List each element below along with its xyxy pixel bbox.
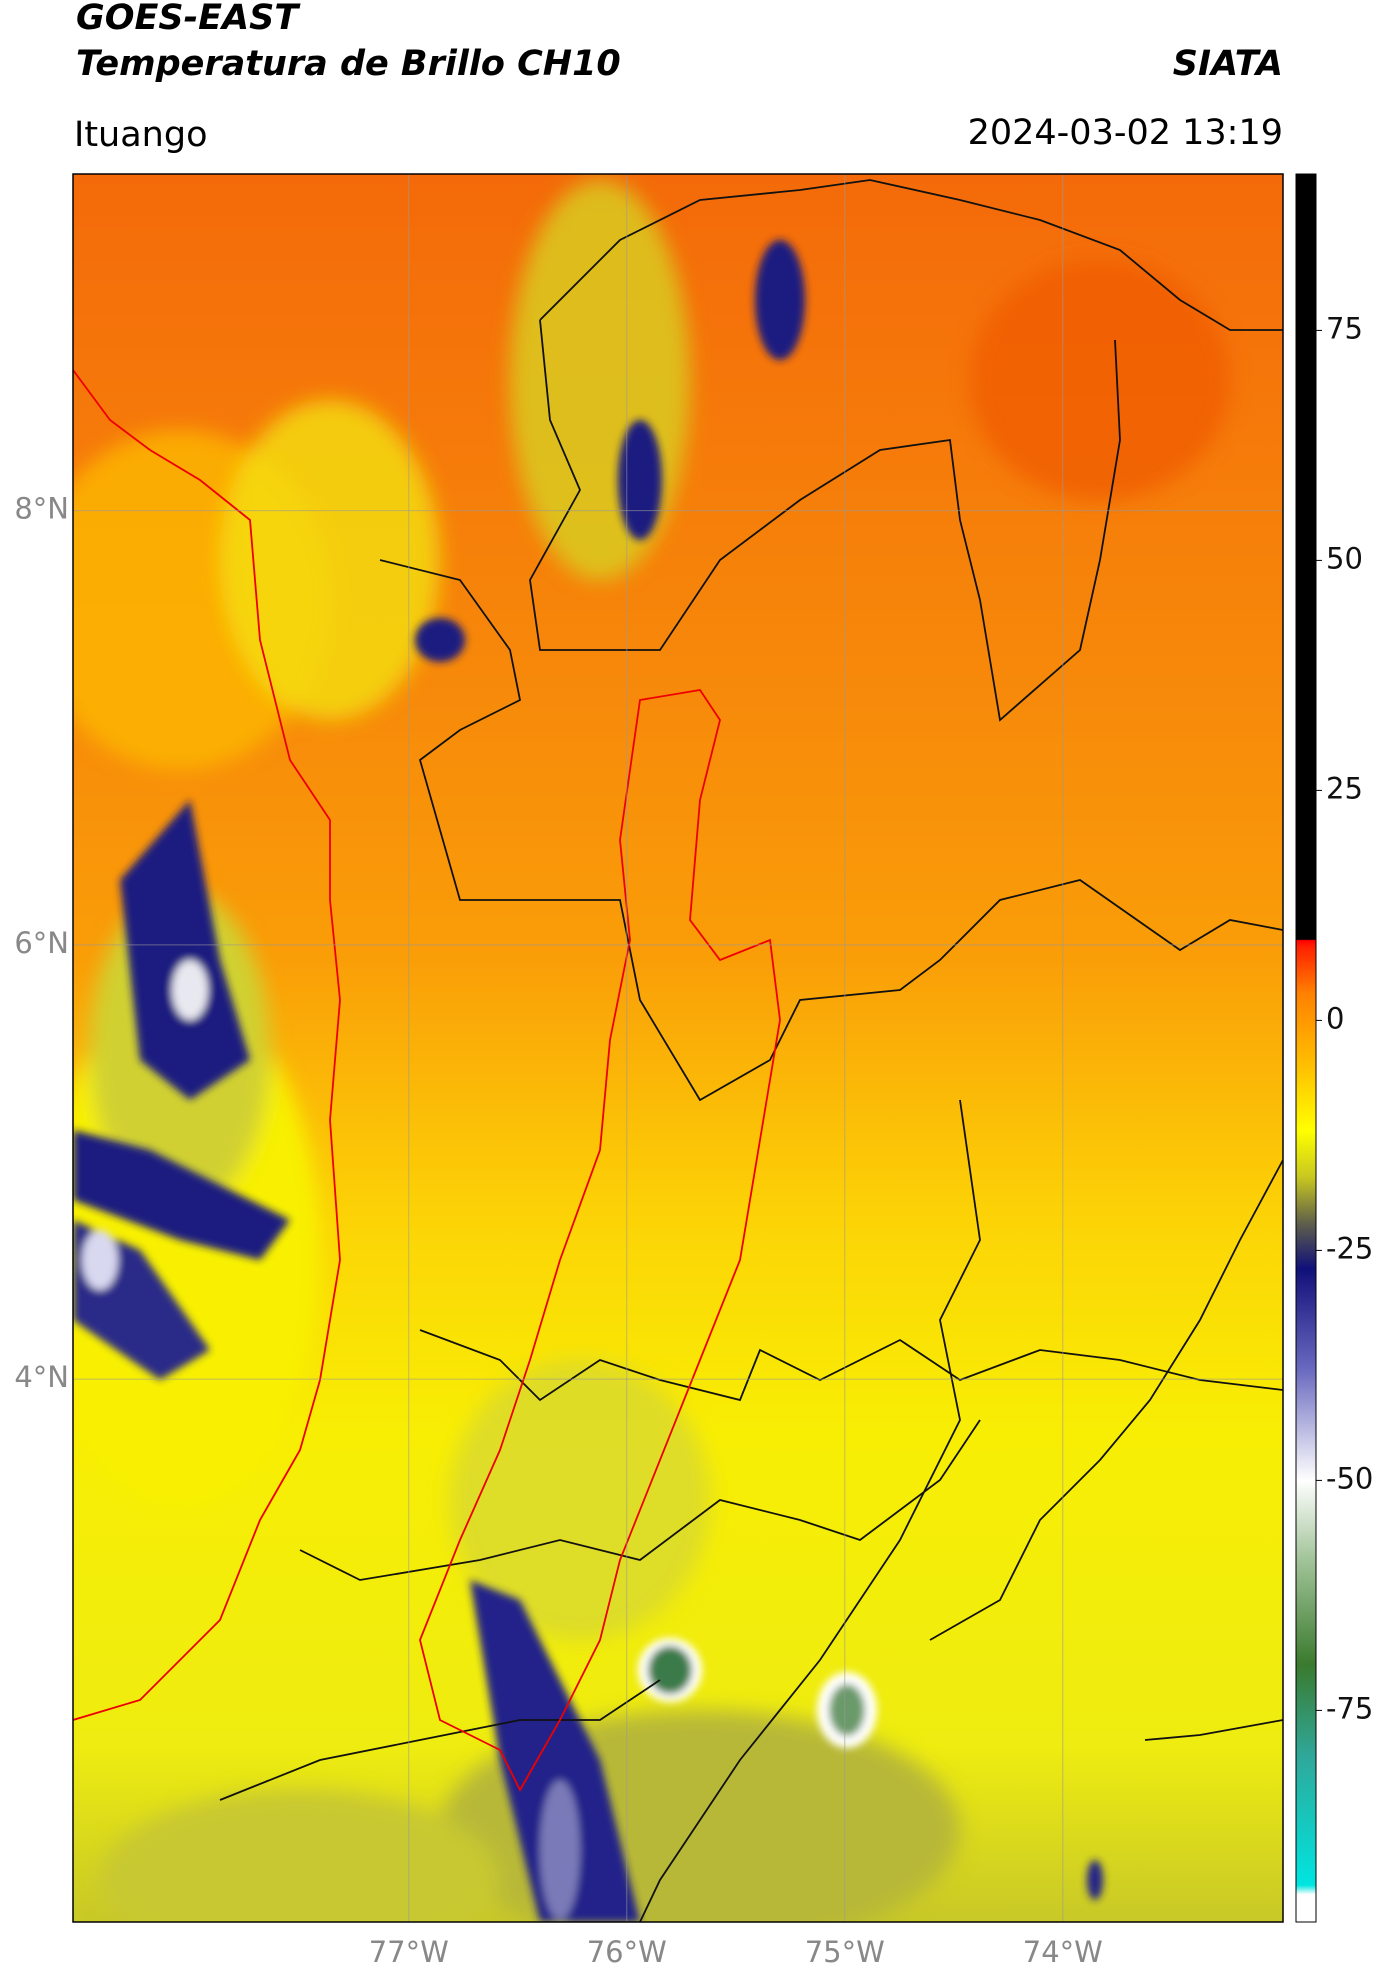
lat-tick-label: 4°N (14, 1360, 69, 1394)
title: GOES-EAST (76, 0, 301, 38)
lon-tick-label: 77°W (369, 1935, 449, 1969)
subtitle: Temperatura de Brillo CH10 (76, 44, 621, 84)
lat-tick-label: 8°N (14, 492, 69, 526)
colorbar-tick-label: 75 (1326, 311, 1363, 345)
lon-tick-label: 75°W (805, 1935, 885, 1969)
map-frame (72, 173, 1284, 1923)
lon-tick-label: 74°W (1023, 1935, 1103, 1969)
colorbar-tick-label: 25 (1326, 771, 1363, 805)
colorbar-tick-label: 0 (1326, 1001, 1344, 1035)
source: SIATA (1173, 44, 1283, 84)
map-image (73, 174, 1283, 1922)
colorbar-tick-label: -25 (1326, 1231, 1373, 1265)
datetime: 2024-03-02 13:19 (968, 113, 1283, 153)
lon-tick-label: 76°W (587, 1935, 667, 1969)
colorbar (1295, 173, 1317, 1923)
grid (73, 174, 1283, 1922)
lat-tick-label: 6°N (14, 926, 69, 960)
colorbar-tick-label: -75 (1326, 1691, 1373, 1725)
location: Ituango (74, 115, 208, 155)
colorbar-tick-label: 50 (1326, 541, 1363, 575)
colorbar-tick-label: -50 (1326, 1461, 1373, 1495)
